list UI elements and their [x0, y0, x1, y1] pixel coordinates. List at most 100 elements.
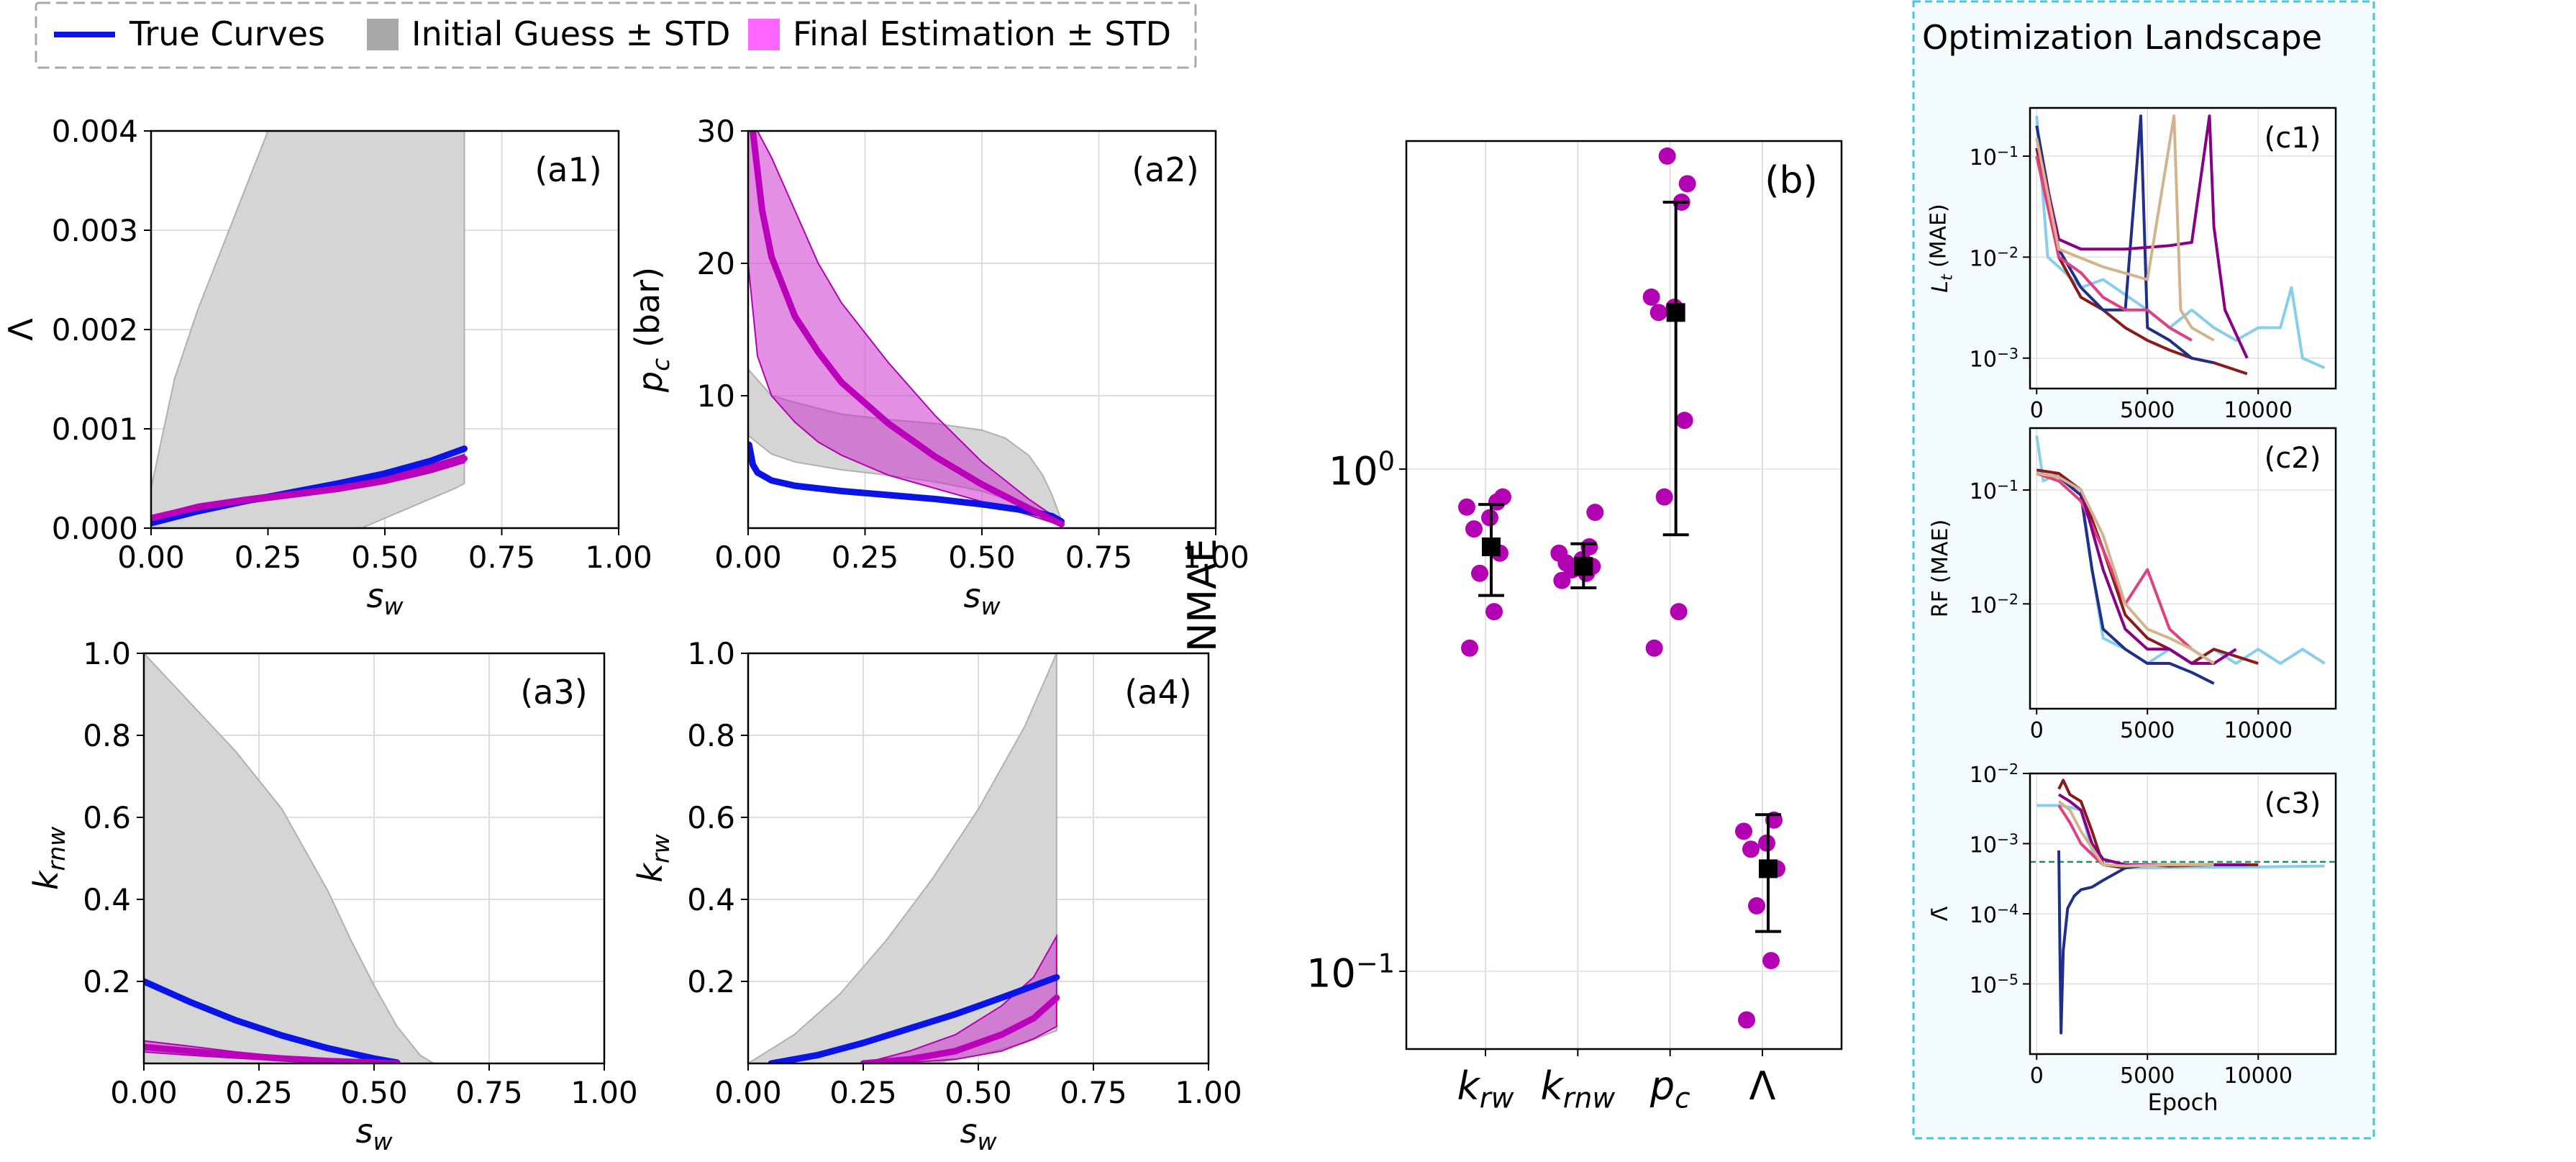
loss-curve-run3	[2035, 114, 2215, 365]
nmae-point	[1658, 147, 1676, 165]
x-tick-label: 0	[2030, 398, 2044, 423]
panel-c1: 10−1 10−2 10−3 0 5000 10000 Lt (MAE) (c1)	[1926, 106, 2337, 423]
y-tick-label: 0.001	[52, 412, 138, 447]
x-tick-label: 0	[2030, 1063, 2044, 1089]
x-tick-label: 1.00	[1175, 1075, 1242, 1110]
y-axis-label: pc (bar)	[628, 267, 675, 393]
y-tick-label: 10−2	[1970, 244, 2019, 271]
y-tick-label: 0.2	[83, 964, 131, 999]
mean-marker	[1666, 303, 1685, 322]
y-tick-label: 1.0	[83, 636, 131, 671]
nmae-point	[1461, 639, 1478, 657]
nmae-point	[1735, 822, 1752, 840]
band-initial_band	[748, 653, 1057, 1063]
mean-marker	[1482, 537, 1501, 557]
x-tick-label: 0.75	[455, 1075, 523, 1110]
x-tick-label: 5000	[2120, 718, 2175, 743]
y-tick-label: 0.8	[83, 718, 131, 753]
y-axis-label: Lt (MAE)	[1926, 204, 1956, 293]
x-tick-label: 10000	[2224, 718, 2292, 743]
x-tick-label: 1.00	[585, 540, 652, 575]
axes-frame	[2029, 106, 2337, 390]
x-tick-label: 0.50	[948, 540, 1016, 575]
nmae-point	[1678, 175, 1696, 193]
loss-curve-run6	[2057, 800, 2214, 868]
x-tick-label: 0.75	[1065, 540, 1133, 575]
x-tick-label: 1.00	[1182, 540, 1250, 575]
legend-swatch-final	[748, 19, 780, 50]
mean-marker	[1759, 859, 1778, 879]
curve-final_mean	[151, 455, 468, 522]
nmae-point	[1471, 564, 1488, 582]
x-tick-label: 0.00	[714, 1075, 782, 1110]
panel-label: (a4)	[1124, 673, 1191, 712]
x-tick-label: 0.25	[225, 1075, 293, 1110]
y-tick-label: 1.0	[687, 636, 735, 671]
curve-true	[151, 445, 468, 527]
nmae-point	[1550, 544, 1568, 562]
nmae-point	[1494, 488, 1511, 506]
x-axis-label: sw	[366, 576, 404, 620]
x-tick-label: 0.00	[714, 540, 782, 575]
nmae-point	[1642, 288, 1660, 306]
x-tick-label: 0.00	[110, 1075, 178, 1110]
nmae-point	[1738, 1011, 1755, 1029]
y-tick-label: 0.8	[687, 718, 735, 753]
x-tick-label: 5000	[2120, 1063, 2175, 1089]
panel-a4: 0.00 0.25 0.50 0.75 1.00 0.2 0.4 0.6 0.8 1.0 sw krw…	[631, 636, 1242, 1156]
x-tick-label: 0.50	[340, 1075, 408, 1110]
nmae-point	[1485, 603, 1503, 621]
x-axis-label: sw	[355, 1112, 393, 1156]
y-tick-label: 10−3	[1970, 830, 2019, 858]
panel-label: (b)	[1765, 159, 1818, 202]
legend-swatch-initial	[367, 19, 399, 50]
y-tick-label: 0.2	[687, 964, 735, 999]
x-tick-label: 0.50	[945, 1075, 1012, 1110]
panel-label: (c2)	[2265, 442, 2321, 475]
y-tick-label: 0.004	[52, 114, 138, 149]
y-tick-label: 10−3	[1970, 345, 2019, 373]
x-tick-label: 10000	[2224, 1063, 2292, 1089]
x-tick-label: 0.00	[117, 540, 185, 575]
band-initial_band	[144, 653, 436, 1063]
y-axis-label: krnw	[27, 826, 70, 890]
curve-final_mean	[860, 994, 1060, 1063]
y-tick-label: 0.6	[687, 800, 735, 835]
category-label: krw	[1457, 1063, 1514, 1115]
panel-label: (a3)	[520, 673, 587, 712]
y-tick-label: 10−2	[1970, 761, 2019, 788]
curve-true	[768, 973, 1060, 1063]
loss-curve-run4	[2035, 114, 2249, 359]
panel-label: (c1)	[2265, 122, 2321, 155]
curve-true	[144, 978, 401, 1063]
category-label: pc	[1649, 1063, 1690, 1115]
loss-curve-run5	[2035, 155, 2193, 342]
y-tick-label: 0.4	[83, 882, 131, 917]
y-tick-label: 10−1	[1970, 143, 2019, 171]
nmae-point	[1675, 412, 1693, 430]
y-tick-label: 0.002	[52, 312, 138, 348]
nmae-point	[1465, 520, 1483, 538]
panel-label: (a1)	[534, 150, 601, 189]
legend-label-initial: Initial Guess ± STD	[411, 14, 730, 53]
y-tick-label: 10−1	[1306, 948, 1395, 996]
x-tick-label: 0.75	[468, 540, 536, 575]
y-tick-label: 0.003	[52, 213, 138, 248]
mean-marker	[1574, 557, 1593, 576]
x-tick-label: 0.25	[829, 1075, 897, 1110]
axes-frame	[2029, 427, 2337, 710]
y-tick-label: 10−1	[1970, 477, 2019, 504]
x-tick-label: 1.00	[570, 1075, 638, 1110]
x-tick-label: 0.50	[351, 540, 419, 575]
nmae-point	[1586, 504, 1604, 522]
panel-a3: 0.00 0.25 0.50 0.75 1.00 0.2 0.4 0.6 0.8 1.0 sw krn…	[27, 636, 638, 1156]
panel-c2: 10−1 10−2 0 5000 10000 RF (MAE) (c2)	[1928, 427, 2337, 743]
category-label: Λ	[1749, 1063, 1776, 1109]
x-tick-label: 0.25	[832, 540, 899, 575]
y-tick-label: 0.6	[83, 800, 131, 835]
y-tick-label: 10	[697, 378, 735, 414]
y-tick-label: 0.000	[52, 511, 138, 546]
band-initial_band	[151, 131, 465, 528]
